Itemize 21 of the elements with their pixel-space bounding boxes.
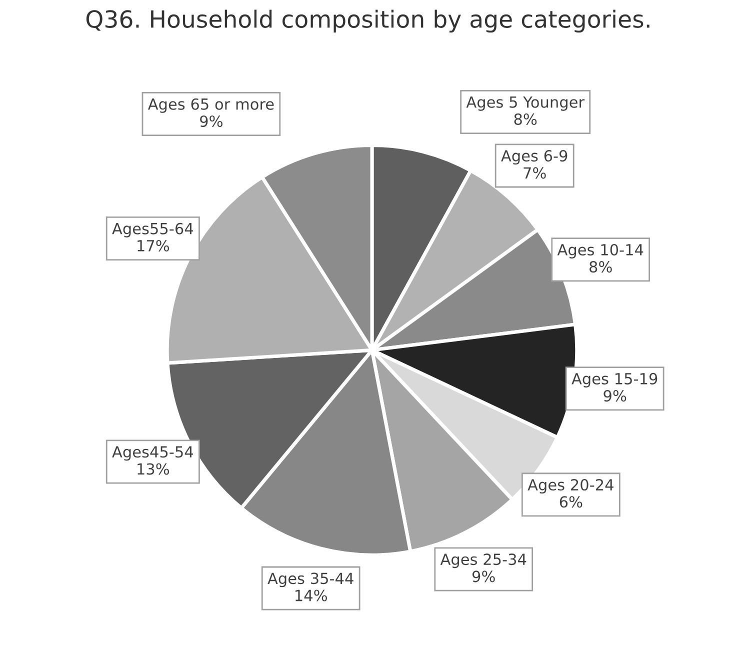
slice-label: Ages45-54 (112, 446, 194, 461)
slice-label: Ages55-64 (112, 222, 194, 238)
slice-label: Ages 65 or more (148, 98, 274, 113)
data-label: 6% (560, 496, 582, 508)
data-label: 9% (200, 115, 222, 128)
chart-title: Q36. Household composition by age categories. (86, 10, 650, 33)
data-label: 17% (138, 240, 170, 252)
slice-label: Ages 35-44 (268, 572, 354, 588)
data-label: 13% (138, 463, 170, 475)
data-label: 9% (472, 570, 495, 582)
slice-label: Ages 20-24 (528, 478, 614, 494)
slice-label: Ages 6-9 (501, 150, 568, 165)
slice-label: Ages 5 Younger (466, 96, 585, 111)
slice-label: Ages 25-34 (440, 554, 526, 568)
slice-label: Ages 15-19 (572, 372, 658, 388)
data-label: 9% (604, 390, 626, 402)
data-label: 14% (296, 590, 327, 602)
data-label: 7% (524, 167, 546, 179)
data-label: 8% (590, 261, 612, 273)
data-label: 8% (514, 113, 537, 125)
slice-label: Ages 10-14 (557, 244, 644, 258)
